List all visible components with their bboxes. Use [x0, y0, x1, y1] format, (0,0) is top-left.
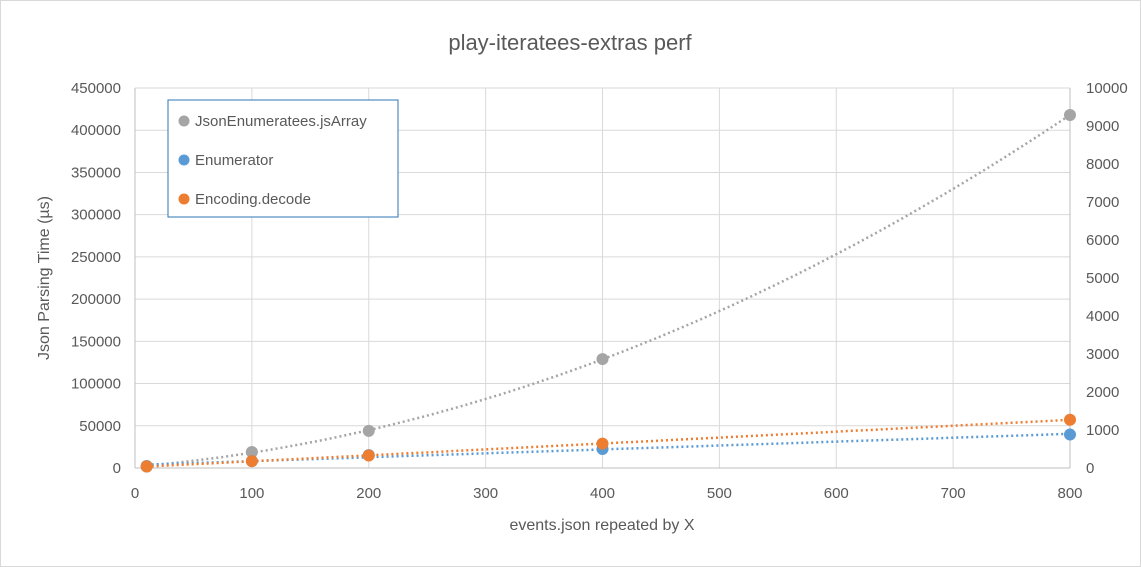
x-tick-label: 100	[239, 485, 264, 502]
x-tick-label: 200	[356, 485, 381, 502]
y2-tick-label: 4000	[1086, 308, 1119, 325]
legend-marker	[178, 154, 190, 166]
legend-box	[167, 99, 399, 218]
legend-label: JsonEnumeratees.jsArray	[195, 113, 367, 130]
y2-tick-label: 5000	[1086, 270, 1119, 287]
data-point-3	[140, 460, 153, 473]
y2-tick-label: 10000	[1086, 80, 1128, 97]
y-tick-label: 450000	[71, 80, 121, 97]
y-tick-label: 0	[113, 460, 121, 477]
x-tick-label: 0	[131, 485, 139, 502]
data-point-1	[362, 424, 375, 437]
y2-tick-label: 0	[1086, 460, 1094, 477]
y2-tick-label: 3000	[1086, 346, 1119, 363]
y2-tick-label: 9000	[1086, 118, 1119, 135]
data-points	[140, 109, 1076, 473]
data-point-3	[596, 437, 609, 450]
x-tick-label: 500	[707, 485, 732, 502]
y2-tick-label: 7000	[1086, 194, 1119, 211]
y2-tick-label: 2000	[1086, 384, 1119, 401]
y-tick-label: 400000	[71, 122, 121, 139]
x-axis-title: events.json repeated by X	[509, 517, 694, 534]
data-point-1	[1064, 109, 1076, 122]
trendline-3	[146, 418, 1071, 468]
y-tick-label: 250000	[71, 249, 121, 266]
y2-tick-label: 8000	[1086, 156, 1119, 173]
y2-tick-label: 1000	[1086, 422, 1119, 439]
x-tick-label: 600	[824, 485, 849, 502]
y-tick-label: 200000	[71, 291, 121, 308]
chart-title: play-iteratees-extras perf	[448, 30, 692, 55]
legend-marker	[178, 115, 190, 127]
x-tick-label: 300	[473, 485, 498, 502]
x-tick-label: 400	[590, 485, 615, 502]
y2-tick-label: 6000	[1086, 232, 1119, 249]
axes: 0500001000001500002000002500003000003500…	[71, 80, 1128, 502]
y-tick-label: 100000	[71, 376, 121, 393]
data-point-1	[596, 353, 609, 366]
x-tick-label: 800	[1057, 485, 1082, 502]
data-point-3	[1064, 413, 1076, 426]
y-axis-title: Json Parsing Time (µs)	[36, 196, 53, 360]
y-tick-label: 50000	[79, 418, 121, 435]
data-point-2	[1064, 428, 1076, 441]
legend-label: Enumerator	[195, 152, 273, 169]
y-tick-label: 300000	[71, 207, 121, 224]
data-point-3	[362, 449, 375, 462]
y-tick-label: 150000	[71, 333, 121, 350]
data-point-1	[245, 445, 258, 458]
trendline-1	[146, 113, 1071, 467]
x-tick-label: 700	[941, 485, 966, 502]
legend-marker	[178, 193, 190, 205]
legend: JsonEnumeratees.jsArray Enumerator Encodin…	[167, 99, 399, 218]
y-tick-label: 350000	[71, 164, 121, 181]
data-point-3	[245, 455, 258, 468]
legend-label: Encoding.decode	[195, 191, 311, 208]
